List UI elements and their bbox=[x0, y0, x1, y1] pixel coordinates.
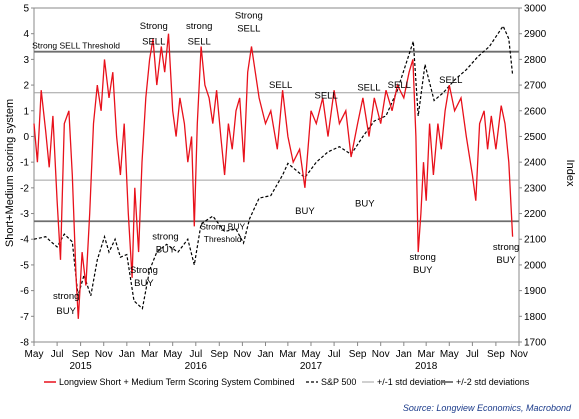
x-axis-tick-label: Sep bbox=[349, 349, 367, 360]
legend-label: +/-1 std deviation bbox=[377, 377, 446, 387]
x-axis-tick-label: Sep bbox=[72, 349, 90, 360]
left-axis-tick-label: -1 bbox=[20, 158, 29, 169]
chart-annotation: Strong BUY bbox=[200, 221, 245, 231]
x-axis-tick-label: Jul bbox=[51, 349, 64, 360]
x-axis-tick-label: Jan bbox=[257, 349, 273, 360]
chart-annotation: BUY bbox=[413, 265, 433, 276]
right-axis: 1700 1800 1900 2000 2100 2200 2300 2400 2500 2600… bbox=[519, 4, 547, 349]
chart-annotation: Strong bbox=[235, 11, 263, 22]
left-axis-tick-label: 4 bbox=[23, 29, 29, 40]
chart-annotation: Strong bbox=[130, 265, 158, 276]
x-axis-year-label: 2016 bbox=[185, 361, 208, 372]
chart-annotation: SELL bbox=[188, 36, 211, 47]
sp500-line bbox=[33, 24, 514, 310]
chart-annotation: SELL bbox=[315, 90, 338, 101]
x-axis-year-label: 2018 bbox=[415, 361, 438, 372]
right-axis-tick-label: 2600 bbox=[524, 106, 547, 117]
left-axis-tick-label: -3 bbox=[20, 209, 29, 220]
chart-annotation: BUY bbox=[355, 198, 375, 209]
source-note: Source: Longview Economics, Macrobond bbox=[403, 403, 572, 413]
x-axis-tick-label: Nov bbox=[372, 349, 390, 360]
left-axis-tick-label: 0 bbox=[23, 132, 29, 143]
right-axis-tick-label: 1700 bbox=[524, 338, 547, 349]
right-axis-tick-label: 1900 bbox=[524, 286, 547, 297]
chart-annotation: SELL bbox=[142, 36, 165, 47]
chart-annotation: BUY bbox=[156, 245, 176, 256]
legend-label: +/-2 std deviations bbox=[456, 377, 530, 387]
right-axis-tick-label: 2400 bbox=[524, 158, 547, 169]
legend-label: S&P 500 bbox=[321, 377, 356, 387]
x-axis-tick-label: Mar bbox=[418, 349, 436, 360]
chart-annotation: BUY bbox=[134, 278, 154, 289]
chart-annotation: SELL bbox=[357, 83, 380, 94]
plot-area bbox=[33, 7, 520, 343]
left-axis-tick-label: -4 bbox=[20, 235, 29, 246]
scoring-system-line bbox=[33, 33, 514, 319]
chart-annotation: strong bbox=[493, 242, 519, 253]
left-axis: -8 -7 -6 -5 -4 -3 -2 -1 0 1 2 3 4 5 bbox=[20, 4, 34, 349]
left-axis-tick-label: 5 bbox=[23, 4, 29, 15]
chart-annotation: Strong SELL Threshold bbox=[32, 40, 120, 50]
threshold-lines bbox=[34, 50, 519, 223]
right-axis-tick-label: 2700 bbox=[524, 81, 547, 92]
right-axis-label: Index bbox=[564, 160, 576, 187]
left-axis-tick-label: -6 bbox=[20, 286, 29, 297]
left-axis-tick-label: -7 bbox=[20, 312, 29, 323]
chart-annotation: strong bbox=[410, 252, 436, 263]
left-axis-tick-label: -2 bbox=[20, 183, 29, 194]
right-axis-tick-label: 3000 bbox=[524, 4, 547, 15]
right-axis-tick-label: 2300 bbox=[524, 183, 547, 194]
x-axis-tick-label: May bbox=[440, 349, 459, 360]
x-axis-tick-label: May bbox=[25, 349, 44, 360]
right-axis-tick-label: 2000 bbox=[524, 260, 547, 271]
x-axis-tick-label: Nov bbox=[510, 349, 528, 360]
chart-annotation: strong bbox=[53, 291, 79, 302]
chart-annotation: Threshold bbox=[204, 234, 242, 244]
x-axis-tick-label: Sep bbox=[487, 349, 505, 360]
left-axis-tick-label: 2 bbox=[23, 81, 29, 92]
x-axis-tick-label: Nov bbox=[95, 349, 113, 360]
left-axis-tick-label: 1 bbox=[23, 106, 29, 117]
left-axis-tick-label: -5 bbox=[20, 260, 29, 271]
right-axis-tick-label: 2900 bbox=[524, 29, 547, 40]
x-axis-tick-label: Jul bbox=[466, 349, 479, 360]
x-axis-tick-label: Nov bbox=[234, 349, 252, 360]
x-axis-tick-label: Mar bbox=[141, 349, 159, 360]
x-axis-tick-label: Mar bbox=[279, 349, 297, 360]
x-axis-tick-label: Sep bbox=[210, 349, 228, 360]
right-axis-tick-label: 2500 bbox=[524, 132, 547, 143]
right-axis-tick-label: 2800 bbox=[524, 55, 547, 66]
right-axis-tick-label: 1800 bbox=[524, 312, 547, 323]
chart-annotation: BUY bbox=[56, 306, 76, 317]
right-axis-tick-label: 2100 bbox=[524, 235, 547, 246]
chart-annotation: strong bbox=[152, 232, 178, 243]
chart-annotation: strong bbox=[186, 21, 212, 32]
legend-label: Longview Short + Medium Term Scoring Sys… bbox=[59, 377, 295, 387]
chart-annotation: SELL bbox=[439, 75, 462, 86]
chart-annotation: SELL bbox=[388, 80, 411, 91]
x-axis-year-label: 2015 bbox=[69, 361, 92, 372]
x-axis-tick-label: Jan bbox=[396, 349, 412, 360]
chart-annotation: Strong bbox=[140, 21, 168, 32]
chart-annotation: SELL bbox=[237, 24, 260, 35]
right-axis-tick-label: 2200 bbox=[524, 209, 547, 220]
chart-annotation: BUY bbox=[295, 206, 315, 217]
chart-annotation: SELL bbox=[269, 80, 292, 91]
plot-frame bbox=[33, 7, 520, 343]
left-axis-label: Short+Medium scoring system bbox=[4, 99, 16, 247]
x-axis: May Jul Sep Nov Jan Mar May Jul Sep Nov Jan Mar May J… bbox=[25, 342, 528, 372]
x-axis-tick-label: Jul bbox=[328, 349, 341, 360]
chart-annotation: BUY bbox=[496, 255, 516, 266]
x-axis-tick-label: Jul bbox=[189, 349, 202, 360]
legend: Longview Short + Medium Term Scoring Sys… bbox=[44, 377, 530, 387]
x-axis-year-label: 2017 bbox=[300, 361, 323, 372]
x-axis-tick-label: May bbox=[163, 349, 182, 360]
x-axis-tick-label: Jan bbox=[119, 349, 135, 360]
left-axis-tick-label: 3 bbox=[23, 55, 29, 66]
x-axis-tick-label: May bbox=[302, 349, 321, 360]
annotations: Strong SELL Threshold Strong SELL strong SEL… bbox=[32, 11, 519, 317]
left-axis-tick-label: -8 bbox=[20, 338, 29, 349]
